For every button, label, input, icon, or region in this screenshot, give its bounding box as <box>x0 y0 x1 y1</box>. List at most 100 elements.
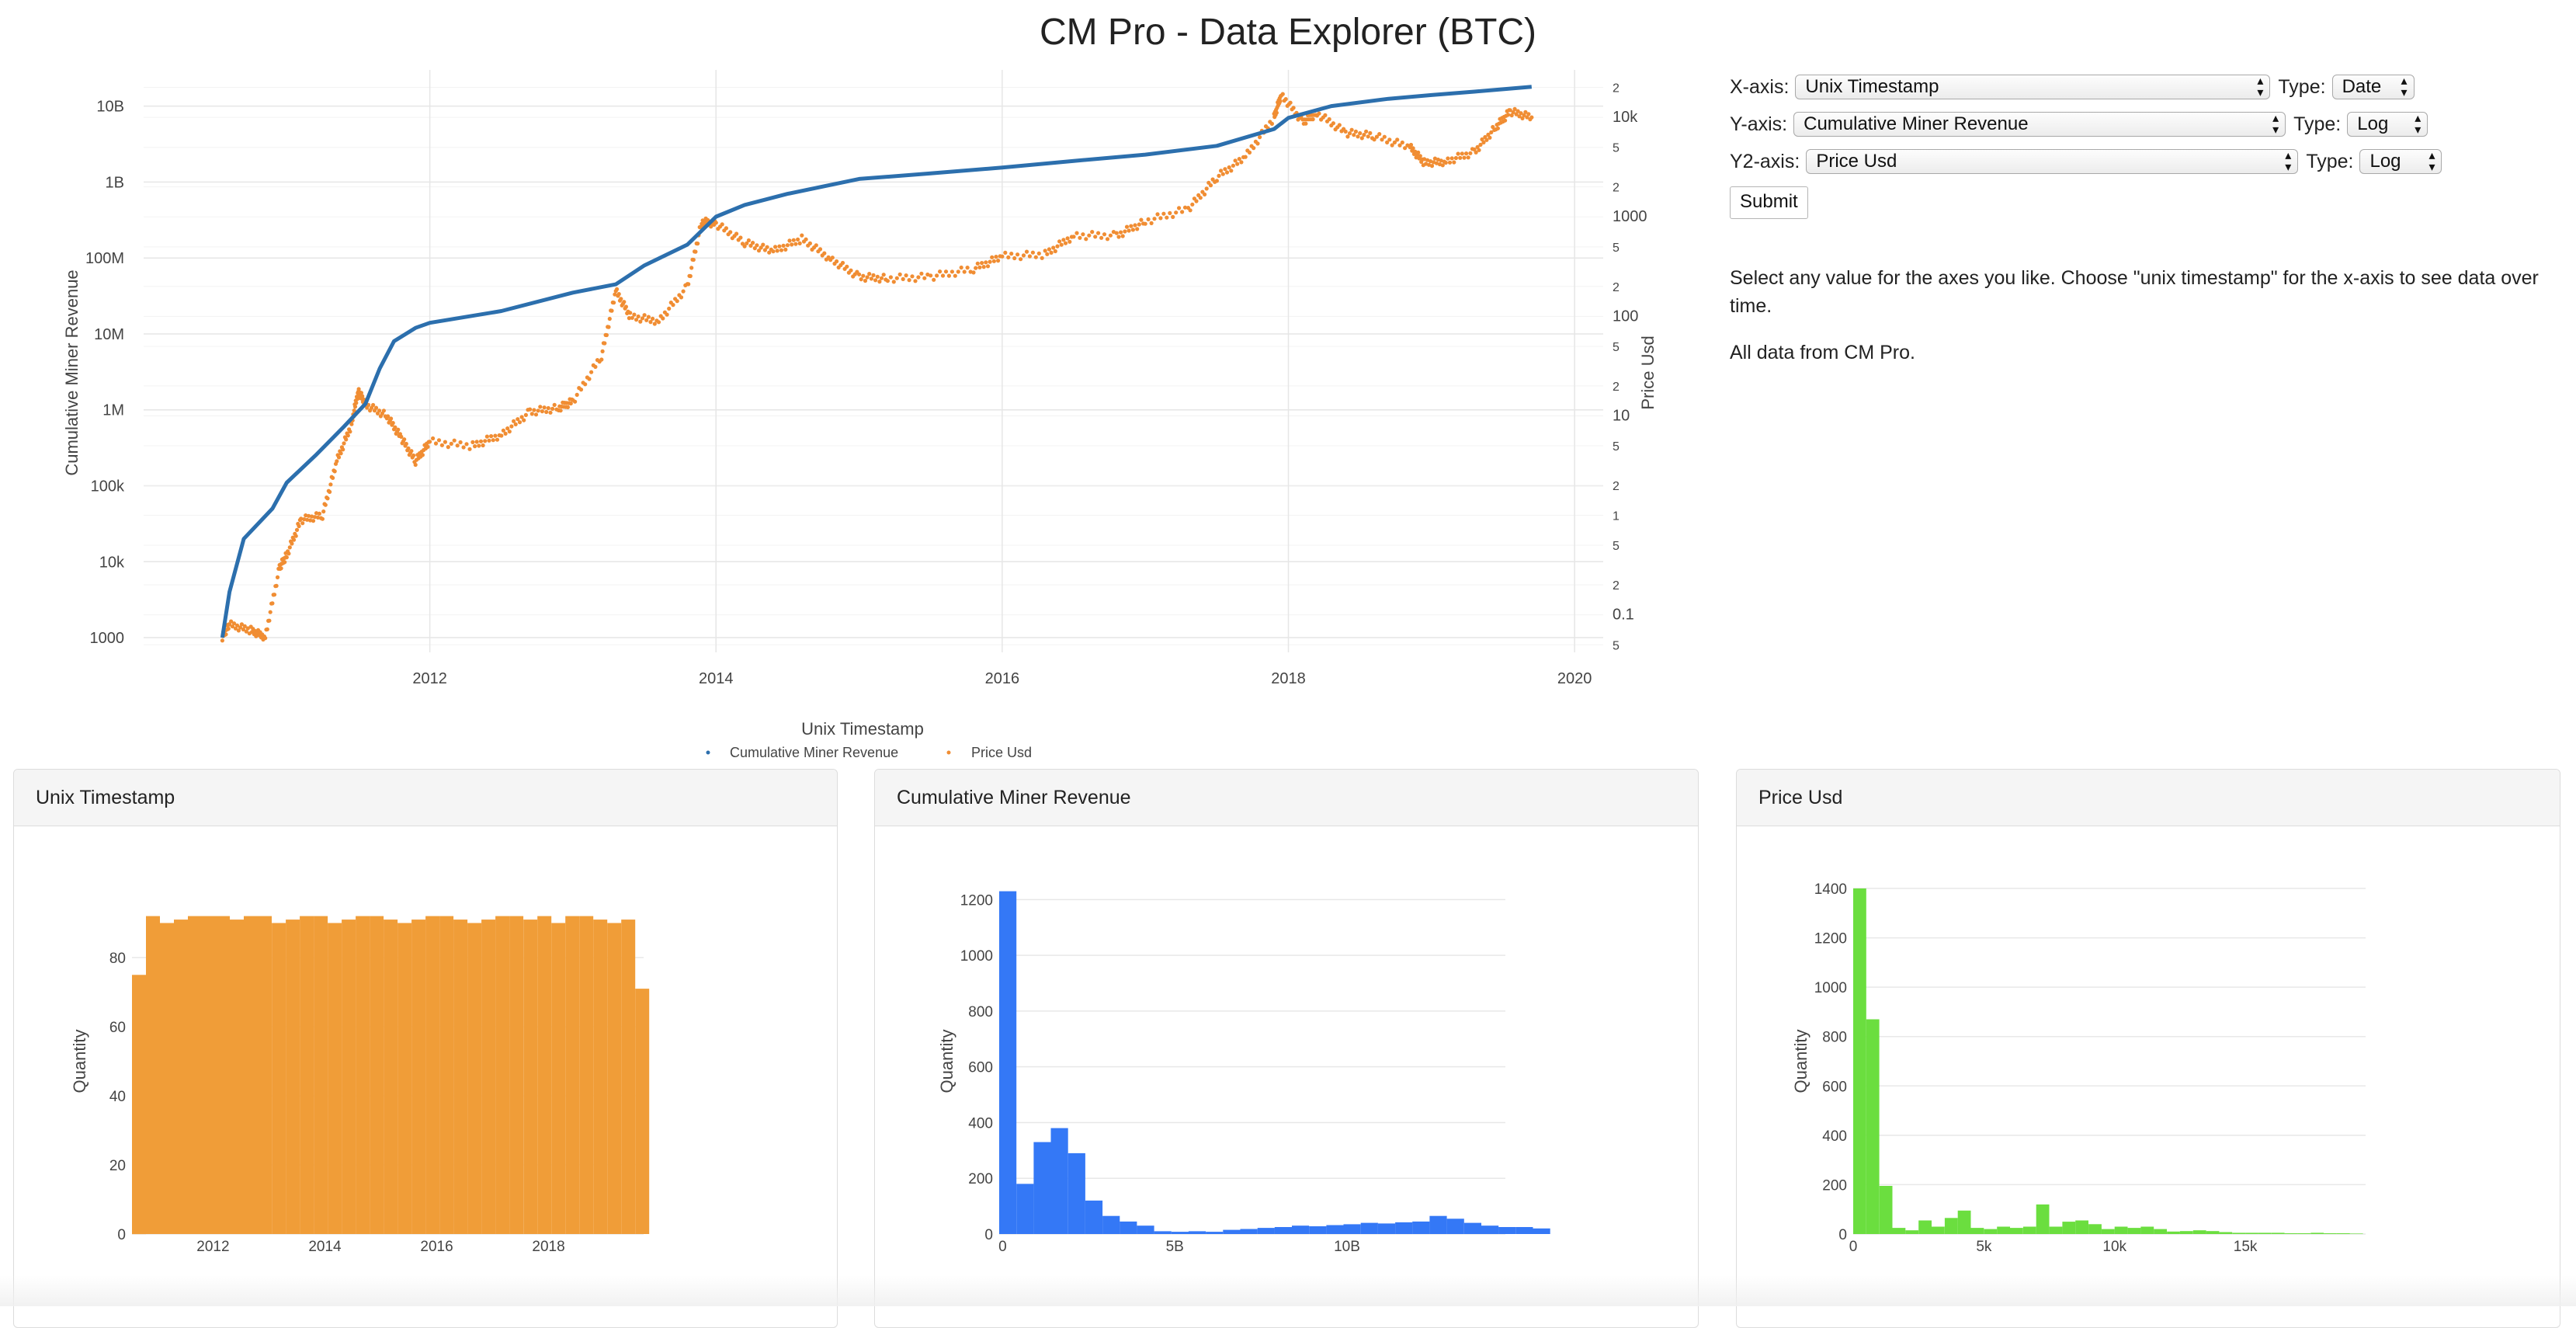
histogram-bar <box>1412 1221 1430 1234</box>
price-point <box>818 247 823 252</box>
price-point <box>1440 163 1445 168</box>
y2-axis-select[interactable]: Price Usd ▴ ▾ <box>1806 149 2299 174</box>
price-point <box>1084 237 1088 242</box>
price-point <box>528 407 533 412</box>
price-point <box>573 399 578 404</box>
price-point <box>1495 126 1500 130</box>
price-point <box>1517 114 1522 119</box>
y-tick-label: 1000 <box>90 630 125 647</box>
y-axis-row: Y-axis: Cumulative Miner Revenue ▴ ▾ Type:… <box>1730 106 2553 143</box>
price-point <box>509 424 514 429</box>
price-point <box>713 221 718 225</box>
price-point <box>505 426 510 431</box>
price-point <box>1027 254 1032 259</box>
y2-type-select[interactable]: Log ▴ ▾ <box>2359 149 2442 174</box>
price-point <box>458 440 463 445</box>
price-point <box>1439 158 1443 163</box>
price-point <box>1515 109 1520 113</box>
price-point <box>533 412 539 417</box>
price-point <box>751 241 755 245</box>
price-point <box>1243 155 1248 159</box>
price-point <box>1055 244 1060 249</box>
price-point <box>873 278 878 283</box>
price-point <box>1387 137 1392 142</box>
price-point <box>781 243 786 248</box>
price-point <box>638 319 643 324</box>
price-point <box>593 364 598 369</box>
submit-button[interactable]: Submit <box>1730 186 1808 219</box>
price-point <box>1214 179 1219 183</box>
price-point <box>822 251 827 256</box>
price-point <box>1358 130 1363 136</box>
y-tick-label: 600 <box>1822 1079 1847 1095</box>
price-point <box>990 255 995 259</box>
price-point <box>1174 210 1179 215</box>
price-point <box>907 278 911 283</box>
price-point <box>628 311 633 315</box>
x-tick-label: 10k <box>2102 1239 2126 1255</box>
price-point <box>1436 157 1440 162</box>
price-point <box>1078 235 1082 240</box>
y2-tick-label: 2 <box>1613 579 1620 593</box>
y-axis-select-value: Cumulative Miner Revenue <box>1804 113 2029 134</box>
price-point <box>1258 135 1262 140</box>
x-type-select[interactable]: Date ▴ ▾ <box>2331 75 2415 99</box>
histogram-bar <box>2258 1232 2272 1234</box>
price-point <box>752 246 757 251</box>
price-point <box>779 248 784 252</box>
price-point <box>371 402 376 408</box>
histogram-bar <box>2349 1233 2363 1234</box>
y-tick-label: 40 <box>109 1089 126 1105</box>
price-point <box>688 273 693 279</box>
price-point <box>275 575 280 580</box>
y-tick-label: 60 <box>109 1020 126 1036</box>
price-point <box>1362 133 1366 137</box>
price-point <box>1217 173 1221 178</box>
price-point <box>796 237 800 242</box>
price-point <box>431 436 436 441</box>
histogram-bar <box>1085 1200 1103 1234</box>
price-point <box>1000 254 1005 259</box>
price-point <box>634 318 639 322</box>
y2-tick-label: 1000 <box>1613 208 1647 225</box>
histogram-bar <box>1137 1225 1154 1234</box>
histogram-bar <box>495 916 510 1234</box>
price-point <box>1481 140 1486 144</box>
y-tick-label: 1200 <box>960 892 993 909</box>
price-point <box>1068 239 1072 244</box>
x-axis-select[interactable]: Unix Timestamp ▴ ▾ <box>1795 75 2271 99</box>
price-point <box>344 437 349 442</box>
y-tick-label: 200 <box>968 1171 993 1187</box>
legend[interactable]: Cumulative Miner Revenue Price Usd <box>706 745 1033 760</box>
price-point <box>777 244 782 249</box>
histogram-bar <box>258 916 272 1234</box>
price-point <box>619 297 623 301</box>
x-tick-label: 2018 <box>1271 670 1306 687</box>
y-axis-title: Quantity <box>1791 1030 1810 1093</box>
price-point <box>800 233 804 238</box>
price-point <box>443 440 448 444</box>
price-point <box>1437 162 1442 167</box>
y2-tick-label: 2 <box>1613 381 1620 394</box>
price-point <box>604 332 609 338</box>
price-point <box>307 513 311 518</box>
price-point <box>1468 151 1473 155</box>
price-point <box>1464 151 1469 156</box>
price-point <box>785 243 790 248</box>
price-point <box>648 320 653 325</box>
price-point <box>1304 121 1308 126</box>
price-point <box>1099 235 1104 240</box>
price-point <box>602 341 607 346</box>
price-point <box>474 440 479 444</box>
price-point <box>1411 146 1415 151</box>
y-axis-select[interactable]: Cumulative Miner Revenue ▴ ▾ <box>1793 112 2286 137</box>
y2-axis-title: Price Usd <box>1638 335 1658 409</box>
y-type-select[interactable]: Log ▴ ▾ <box>2347 112 2428 137</box>
histogram-bar <box>1360 1222 1378 1234</box>
price-point <box>913 279 918 283</box>
price-point <box>495 437 500 442</box>
price-point <box>1135 227 1140 231</box>
price-point <box>616 292 621 297</box>
histogram-bar <box>1223 1229 1241 1234</box>
y-tick-label: 80 <box>109 951 126 967</box>
